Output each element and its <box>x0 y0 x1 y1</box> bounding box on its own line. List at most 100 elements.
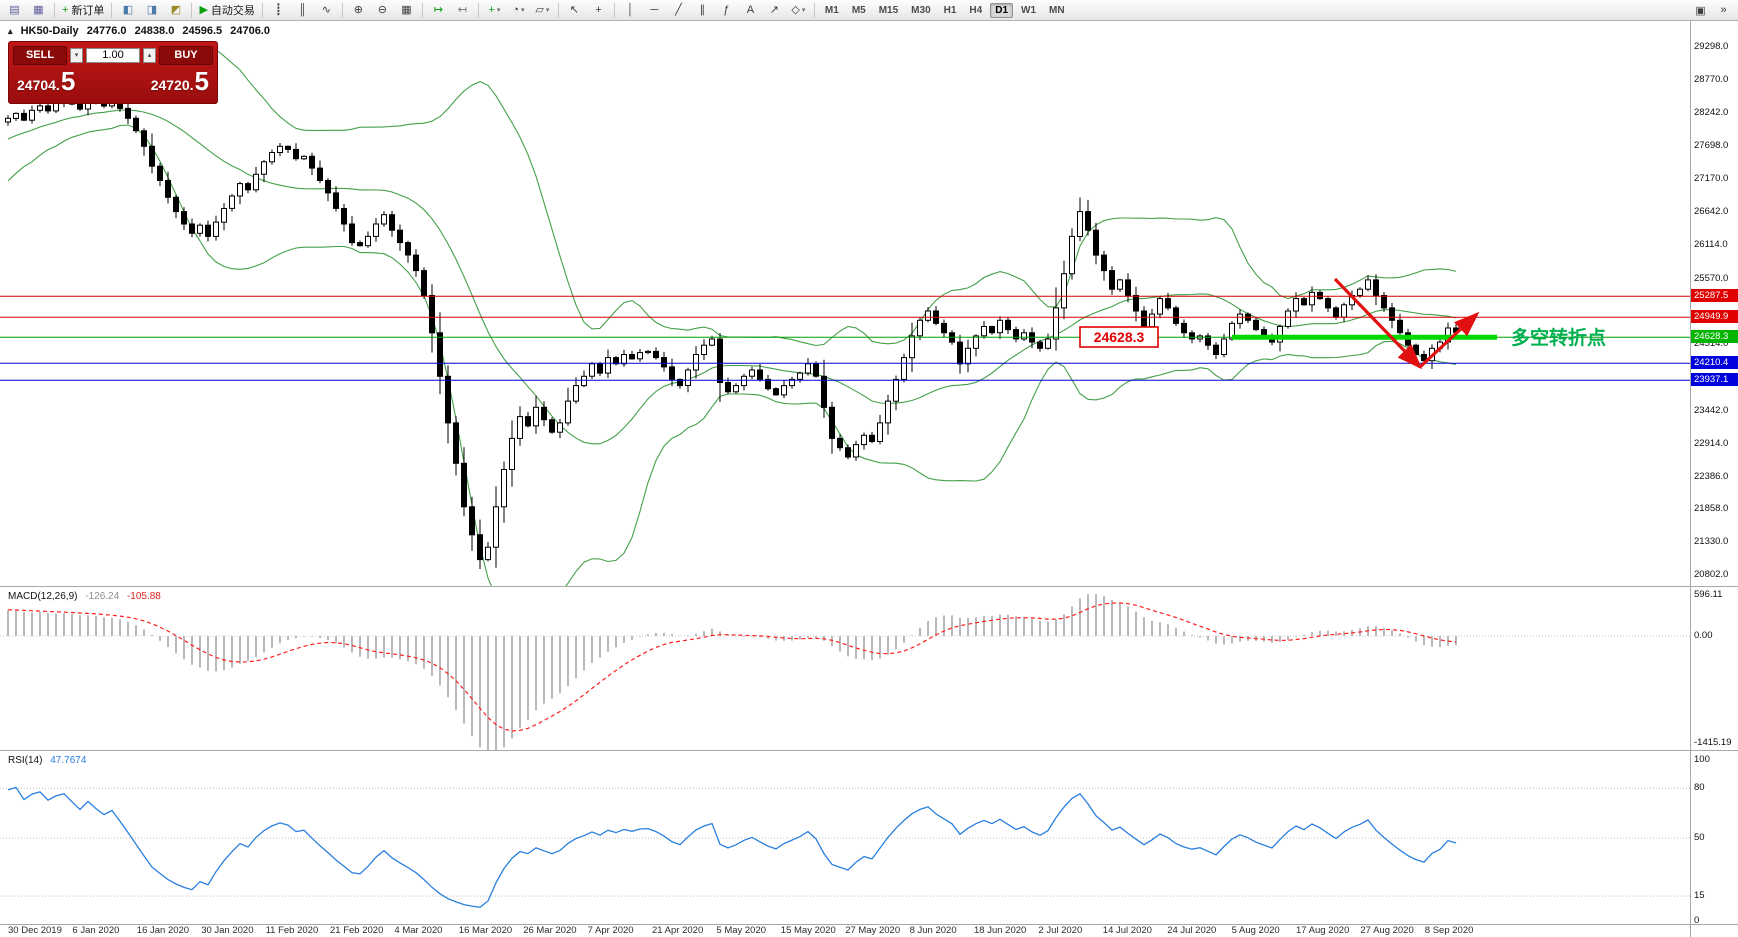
toolbar-separator <box>813 2 815 18</box>
price-axis-badge: 24949.9 <box>1691 310 1738 324</box>
candle-body <box>1325 298 1331 309</box>
price-label-text: 24628.3 <box>1094 329 1145 345</box>
trend-arrow-object[interactable] <box>1333 277 1423 370</box>
candlestick-chart-icon[interactable]: ║ <box>291 1 314 20</box>
timeframe-w1-button[interactable]: W1 <box>1021 4 1037 16</box>
volume-increase-button[interactable]: ▴ <box>143 47 156 63</box>
candle-body <box>253 173 259 191</box>
volume-input[interactable] <box>86 47 140 63</box>
candle-body <box>1085 211 1091 231</box>
bar-chart-icon[interactable]: ┋ <box>267 1 290 20</box>
trend-arrow-object[interactable] <box>1418 311 1480 369</box>
volume-decrease-button[interactable]: ▾ <box>70 47 83 63</box>
price-axis-label: 22914.0 <box>1694 437 1729 449</box>
crosshair-icon[interactable]: + <box>587 1 610 20</box>
window-list-icon[interactable]: ▣ <box>1695 4 1706 17</box>
timeframe-m5-button[interactable]: M5 <box>851 4 866 16</box>
timeframe-m15-button[interactable]: M15 <box>878 4 899 16</box>
candle-body <box>317 167 323 182</box>
auto-scroll-icon[interactable]: ↦ <box>427 1 450 20</box>
templates-icon[interactable]: ▱ ▾ <box>531 1 554 20</box>
fibonacci-icon[interactable]: ƒ <box>715 1 738 20</box>
profiles-icon[interactable]: ▦ <box>27 1 50 20</box>
candle-body <box>1093 229 1099 256</box>
candle-body <box>829 406 835 439</box>
glyph: ∥ <box>699 3 706 16</box>
buy-button[interactable]: BUY <box>159 45 213 65</box>
candle-body <box>997 319 1003 334</box>
candle-body <box>189 223 195 234</box>
horizontal-line-icon[interactable]: ─ <box>643 1 666 20</box>
line-chart-icon[interactable]: ∿ <box>315 1 338 20</box>
candle-body <box>1109 270 1115 290</box>
cursor-icon[interactable]: ↖ <box>563 1 586 20</box>
timeframe-d1-button[interactable]: D1 <box>990 2 1014 18</box>
timeframe-m30-button[interactable]: M30 <box>911 4 931 16</box>
toolbar-separator <box>111 2 113 18</box>
price-chart-canvas[interactable]: 24628.3 多空转折点 <box>0 21 1738 586</box>
periods-icon[interactable]: ◔ ▾ <box>507 1 530 20</box>
shapes-icon[interactable]: ◇ ▾ <box>787 1 810 20</box>
glyph: ╱ <box>675 3 682 16</box>
arrows-tool-icon[interactable]: ↗ <box>763 1 786 20</box>
indicators-icon[interactable]: + ▾ <box>483 1 506 20</box>
timeframe-h1-button[interactable]: H1 <box>943 4 957 16</box>
timeframe-m1-button[interactable]: M1 <box>824 4 839 16</box>
data-window-icon[interactable]: ◨ <box>140 1 163 20</box>
turning-point-annotation[interactable]: 多空转折点 <box>1511 326 1606 349</box>
candle-body <box>469 506 475 536</box>
tile-windows-icon[interactable]: ▦ <box>395 1 418 20</box>
chart-shift-icon[interactable]: ↤ <box>451 1 474 20</box>
new-chart-icon[interactable]: ▤ <box>3 1 26 20</box>
buy-price[interactable]: 24720. 5 <box>151 66 209 96</box>
market-watch-icon[interactable]: ◧ <box>116 1 139 20</box>
candle-body <box>1157 298 1163 315</box>
candle-body <box>701 344 707 356</box>
macd-signal-value: -105.88 <box>126 591 161 602</box>
zoom-in-icon[interactable]: ⊕ <box>347 1 370 20</box>
navigator-icon[interactable]: ◩ <box>164 1 187 20</box>
candle-body <box>717 338 723 383</box>
glyph: A <box>746 3 755 16</box>
dropdown-caret-icon[interactable]: ▾ <box>496 7 501 14</box>
macd-panel-canvas[interactable] <box>0 588 1738 750</box>
timeframe-mn-button[interactable]: MN <box>1049 4 1065 16</box>
candle-body <box>1077 211 1083 238</box>
candle-body <box>1293 298 1299 312</box>
new-order-button-label: 新订单 <box>71 5 105 17</box>
collapse-panel-icon[interactable]: ▴ <box>8 26 13 36</box>
candle-body <box>261 161 267 175</box>
candle-body <box>741 375 747 387</box>
candle-body <box>861 434 867 446</box>
zoom-out-icon[interactable]: ⊖ <box>371 1 394 20</box>
macd-histogram <box>7 594 1457 750</box>
price-axis-border[interactable] <box>1690 21 1691 937</box>
macd-indicator-label: MACD(12,26,9) -126.24 -105.88 <box>8 591 161 602</box>
dropdown-caret-icon[interactable]: ▾ <box>545 7 550 14</box>
vertical-line-icon[interactable]: │ <box>619 1 642 20</box>
sell-button[interactable]: SELL <box>13 45 67 65</box>
trendline-icon[interactable]: ╱ <box>667 1 690 20</box>
candle-body <box>901 357 907 380</box>
new-order-button[interactable]: + 新订单 <box>59 1 107 20</box>
panel-separator[interactable] <box>0 750 1738 751</box>
autotrading-button[interactable]: ▶ 自动交易 <box>196 1 257 20</box>
rsi-panel-canvas[interactable] <box>0 752 1738 924</box>
equidistant-channel-icon[interactable]: ∥ <box>691 1 714 20</box>
candle-body <box>165 180 171 198</box>
candle-body <box>941 322 947 334</box>
text-label-icon[interactable]: A <box>739 1 762 20</box>
dropdown-caret-icon[interactable]: ▾ <box>520 7 525 14</box>
toolbar-options-icon[interactable]: » <box>1720 4 1727 16</box>
price-label-box[interactable] <box>1079 326 1159 348</box>
timeframe-h4-button[interactable]: H4 <box>969 4 983 16</box>
sell-price[interactable]: 24704. 5 <box>17 66 75 96</box>
candle-body <box>1397 319 1403 334</box>
rsi-value: 47.7674 <box>50 755 87 766</box>
glyph: ◨ <box>146 3 158 16</box>
candle-body <box>517 416 523 439</box>
glyph: ─ <box>650 3 659 16</box>
candle-body <box>973 335 979 349</box>
panel-separator[interactable] <box>0 586 1738 587</box>
dropdown-caret-icon[interactable]: ▾ <box>801 7 806 14</box>
